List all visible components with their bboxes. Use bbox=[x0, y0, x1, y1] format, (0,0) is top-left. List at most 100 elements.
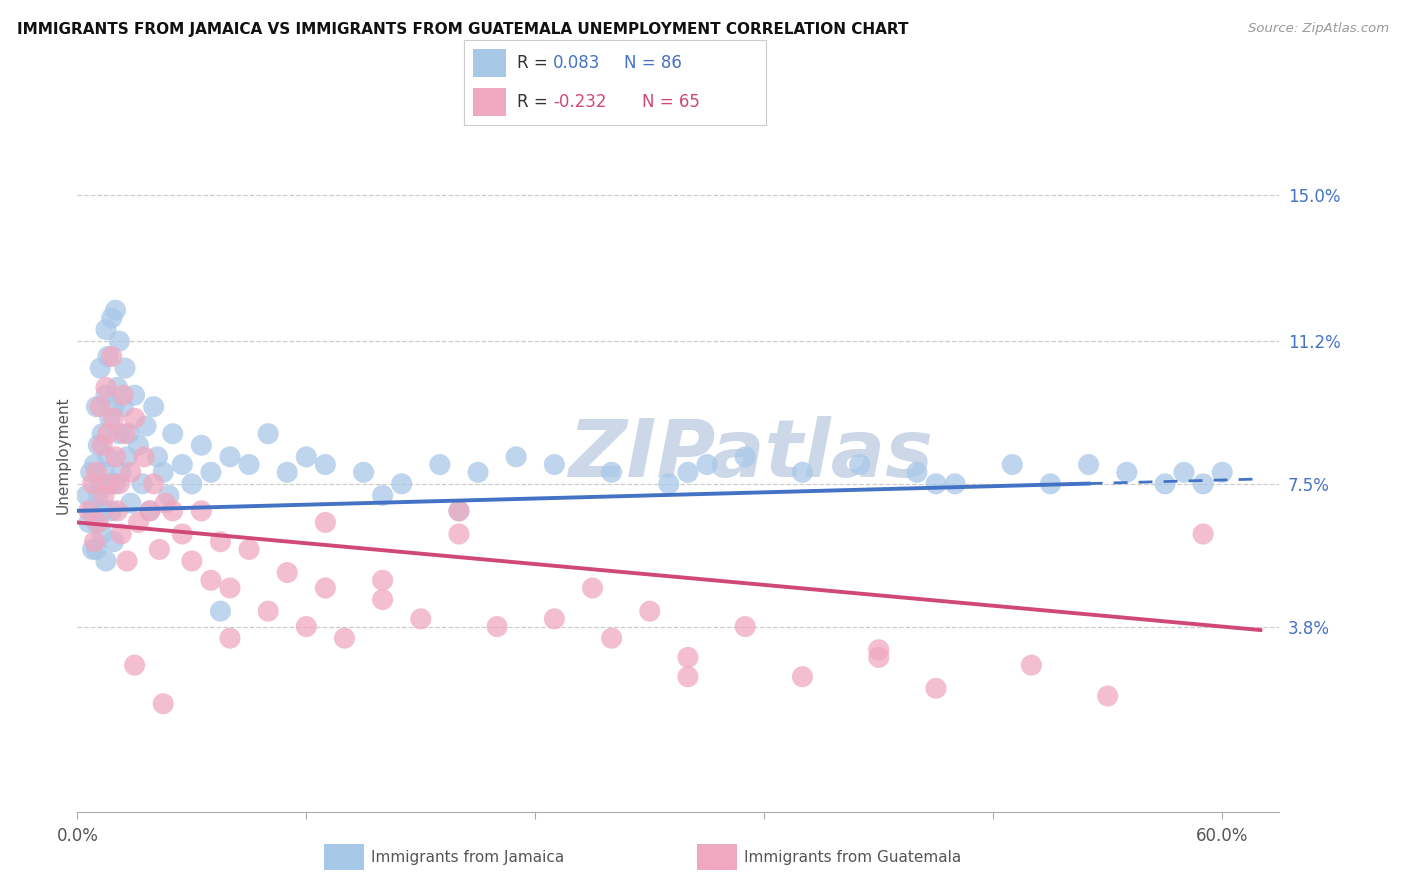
Point bbox=[676, 465, 699, 479]
Point bbox=[467, 465, 489, 479]
Point bbox=[120, 496, 142, 510]
Text: N = 65: N = 65 bbox=[643, 93, 700, 111]
Point bbox=[142, 400, 165, 414]
Point bbox=[124, 388, 146, 402]
Point bbox=[257, 604, 280, 618]
Point bbox=[142, 476, 165, 491]
Point bbox=[91, 426, 114, 441]
Point bbox=[371, 592, 394, 607]
Point bbox=[91, 527, 114, 541]
Point bbox=[146, 450, 169, 464]
Point bbox=[734, 619, 756, 633]
Point bbox=[82, 504, 104, 518]
Y-axis label: Unemployment: Unemployment bbox=[56, 396, 70, 514]
Point bbox=[925, 476, 948, 491]
Point bbox=[139, 504, 162, 518]
Point bbox=[132, 450, 156, 464]
Point bbox=[505, 450, 527, 464]
Point bbox=[93, 504, 115, 518]
Point bbox=[868, 642, 890, 657]
Point bbox=[131, 476, 153, 491]
Point bbox=[94, 380, 117, 394]
Point bbox=[276, 566, 298, 580]
Point bbox=[314, 458, 336, 472]
FancyBboxPatch shape bbox=[697, 845, 737, 870]
Point bbox=[98, 411, 121, 425]
Point bbox=[108, 334, 131, 348]
Point bbox=[1001, 458, 1024, 472]
Point bbox=[219, 450, 242, 464]
FancyBboxPatch shape bbox=[472, 49, 506, 78]
Point bbox=[110, 527, 132, 541]
Point bbox=[734, 450, 756, 464]
Text: R =: R = bbox=[517, 54, 553, 72]
Point bbox=[792, 670, 814, 684]
Point bbox=[905, 465, 928, 479]
Point bbox=[91, 438, 114, 452]
Point bbox=[87, 516, 110, 530]
Point bbox=[98, 476, 121, 491]
Point bbox=[94, 322, 117, 336]
Point bbox=[1097, 689, 1119, 703]
Point bbox=[107, 504, 129, 518]
FancyBboxPatch shape bbox=[323, 845, 364, 870]
Point bbox=[447, 504, 470, 518]
Point bbox=[114, 426, 136, 441]
Point bbox=[676, 650, 699, 665]
Point bbox=[153, 496, 176, 510]
Point bbox=[638, 604, 661, 618]
Point bbox=[77, 516, 100, 530]
Point bbox=[353, 465, 375, 479]
Point bbox=[97, 426, 120, 441]
Point bbox=[180, 476, 202, 491]
Point bbox=[429, 458, 451, 472]
Point bbox=[600, 465, 623, 479]
Text: IMMIGRANTS FROM JAMAICA VS IMMIGRANTS FROM GUATEMALA UNEMPLOYMENT CORRELATION CH: IMMIGRANTS FROM JAMAICA VS IMMIGRANTS FR… bbox=[17, 22, 908, 37]
Text: N = 86: N = 86 bbox=[624, 54, 682, 72]
Point bbox=[103, 534, 125, 549]
Point bbox=[391, 476, 413, 491]
Point bbox=[124, 411, 146, 425]
Point bbox=[104, 450, 127, 464]
Point bbox=[108, 476, 131, 491]
Point bbox=[543, 458, 565, 472]
Point bbox=[104, 476, 127, 491]
Point bbox=[238, 458, 260, 472]
FancyBboxPatch shape bbox=[472, 87, 506, 116]
Point bbox=[676, 670, 699, 684]
Point bbox=[157, 488, 180, 502]
Point bbox=[124, 658, 146, 673]
Point bbox=[115, 554, 138, 568]
Point bbox=[97, 350, 120, 364]
Point bbox=[1173, 465, 1195, 479]
Point bbox=[190, 504, 212, 518]
Point bbox=[112, 388, 135, 402]
Point bbox=[94, 388, 117, 402]
Point bbox=[97, 450, 120, 464]
Point bbox=[1192, 527, 1215, 541]
Point bbox=[868, 650, 890, 665]
Point bbox=[200, 465, 222, 479]
Point bbox=[87, 438, 110, 452]
Point bbox=[82, 542, 104, 557]
Point bbox=[1077, 458, 1099, 472]
Point bbox=[209, 534, 232, 549]
Point bbox=[925, 681, 948, 696]
Point bbox=[162, 426, 184, 441]
Point bbox=[86, 542, 108, 557]
Point bbox=[83, 534, 105, 549]
Point bbox=[581, 581, 603, 595]
Point bbox=[314, 516, 336, 530]
Point bbox=[257, 426, 280, 441]
Point bbox=[943, 476, 966, 491]
Point bbox=[112, 400, 135, 414]
Point bbox=[295, 450, 318, 464]
Point bbox=[447, 527, 470, 541]
Point bbox=[104, 303, 127, 318]
Point bbox=[93, 465, 115, 479]
Point bbox=[93, 488, 115, 502]
Text: Source: ZipAtlas.com: Source: ZipAtlas.com bbox=[1249, 22, 1389, 36]
Point bbox=[107, 380, 129, 394]
Point bbox=[219, 631, 242, 645]
Point bbox=[209, 604, 232, 618]
